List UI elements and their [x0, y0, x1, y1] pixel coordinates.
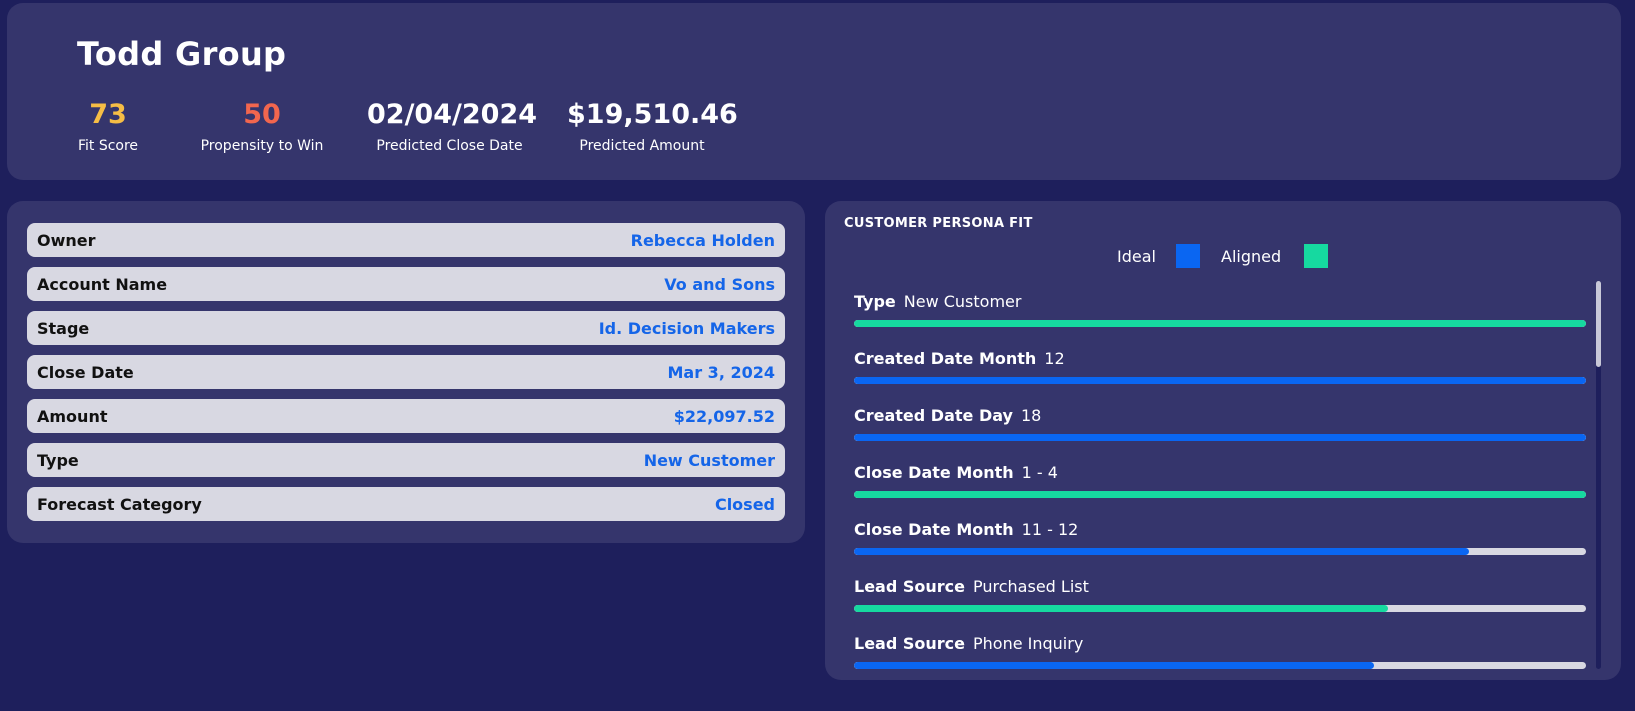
fit-bar-fill [854, 548, 1469, 555]
fit-bar-track [854, 434, 1586, 441]
persona-scrollbar[interactable] [1596, 281, 1601, 669]
persona-fit-item: Close Date Month 1 - 4 [854, 463, 1586, 498]
detail-value[interactable]: New Customer [643, 450, 775, 470]
detail-key: Stage [37, 318, 90, 338]
persona-fit-item: Close Date Month 11 - 12 [854, 520, 1586, 555]
kpi-fit-score: 73 Fit Score [52, 98, 164, 154]
fit-bar-fill [854, 662, 1374, 669]
opportunity-details-card: Owner Rebecca Holden Account Name Vo and… [7, 201, 805, 543]
kpi-predicted-close-date: 02/04/2024 Predicted Close Date [367, 98, 538, 154]
fit-bar-track [854, 605, 1586, 612]
kpi-amount-value: $19,510.46 [567, 99, 738, 130]
fit-item-name: Lead Source [854, 577, 965, 596]
account-title: Todd Group [77, 35, 287, 73]
kpi-propensity-label: Propensity to Win [200, 138, 324, 154]
detail-key: Forecast Category [37, 494, 202, 514]
header-card: Todd Group 73 Fit Score 50 Propensity to… [7, 3, 1621, 180]
customer-persona-fit-card: CUSTOMER PERSONA FIT Ideal Aligned Type N… [825, 201, 1621, 680]
fit-item-name: Type [854, 292, 896, 311]
legend-ideal-label: Ideal [1117, 247, 1156, 266]
kpi-amount-label: Predicted Amount [579, 138, 705, 154]
persona-title: CUSTOMER PERSONA FIT [844, 216, 1033, 231]
kpi-fit-score-value: 73 [89, 99, 127, 130]
fit-item-value: New Customer [903, 292, 1022, 311]
legend-aligned-label: Aligned [1221, 247, 1282, 266]
detail-key: Owner [37, 230, 96, 250]
fit-bar-fill [854, 320, 1586, 327]
detail-value[interactable]: $22,097.52 [673, 406, 775, 426]
fit-bar-track [854, 320, 1586, 327]
detail-row-close-date: Close Date Mar 3, 2024 [27, 355, 785, 389]
detail-value[interactable]: Closed [714, 494, 775, 514]
detail-key: Amount [37, 406, 108, 426]
fit-item-value: 1 - 4 [1021, 463, 1058, 482]
persona-fit-item: Created Date Day 18 [854, 406, 1586, 441]
detail-value[interactable]: Rebecca Holden [630, 230, 775, 250]
persona-fit-item: Created Date Month 12 [854, 349, 1586, 384]
fit-bar-track [854, 377, 1586, 384]
detail-value[interactable]: Vo and Sons [664, 274, 775, 294]
fit-item-name: Lead Source [854, 634, 965, 653]
kpi-fit-score-label: Fit Score [77, 138, 139, 154]
kpi-close-date-value: 02/04/2024 [367, 99, 538, 130]
fit-item-name: Created Date Day [854, 406, 1013, 425]
detail-value[interactable]: Mar 3, 2024 [667, 362, 776, 382]
fit-bar-fill [854, 434, 1586, 441]
detail-key: Type [37, 450, 79, 470]
fit-item-value: Phone Inquiry [973, 634, 1084, 653]
kpi-close-date-label: Predicted Close Date [376, 138, 523, 154]
detail-row-type: Type New Customer [27, 443, 785, 477]
persona-fit-list[interactable]: Type New Customer Created Date Month 12 Cr… [825, 281, 1621, 669]
kpi-propensity-to-win: 50 Propensity to Win [187, 98, 337, 154]
kpi-propensity-value: 50 [243, 99, 281, 130]
legend-ideal-swatch [1176, 244, 1200, 268]
fit-bar-fill [854, 605, 1389, 612]
fit-item-value: 18 [1020, 406, 1042, 425]
fit-bar-track [854, 662, 1586, 669]
detail-row-account-name: Account Name Vo and Sons [27, 267, 785, 301]
fit-item-name: Close Date Month [854, 520, 1014, 539]
fit-item-name: Created Date Month [854, 349, 1037, 368]
fit-item-value: Purchased List [973, 577, 1089, 596]
detail-key: Account Name [37, 274, 168, 294]
detail-row-owner: Owner Rebecca Holden [27, 223, 785, 257]
persona-legend: Ideal Aligned [825, 244, 1621, 270]
detail-row-stage: Stage Id. Decision Makers [27, 311, 785, 345]
persona-fit-item: Type New Customer [854, 292, 1586, 327]
fit-item-name: Close Date Month [854, 463, 1014, 482]
legend-aligned-swatch [1304, 244, 1328, 268]
detail-key: Close Date [37, 362, 134, 382]
persona-fit-item: Lead Source Purchased List [854, 577, 1586, 612]
persona-scrollbar-thumb[interactable] [1596, 281, 1601, 367]
kpi-predicted-amount: $19,510.46 Predicted Amount [567, 98, 738, 154]
detail-row-amount: Amount $22,097.52 [27, 399, 785, 433]
fit-bar-fill [854, 377, 1586, 384]
persona-fit-item: Lead Source Phone Inquiry [854, 634, 1586, 669]
fit-bar-fill [854, 491, 1586, 498]
detail-value[interactable]: Id. Decision Makers [598, 318, 775, 338]
fit-item-value: 12 [1044, 349, 1065, 368]
fit-bar-track [854, 491, 1586, 498]
fit-item-value: 11 - 12 [1021, 520, 1079, 539]
detail-row-forecast-category: Forecast Category Closed [27, 487, 785, 521]
fit-bar-track [854, 548, 1586, 555]
